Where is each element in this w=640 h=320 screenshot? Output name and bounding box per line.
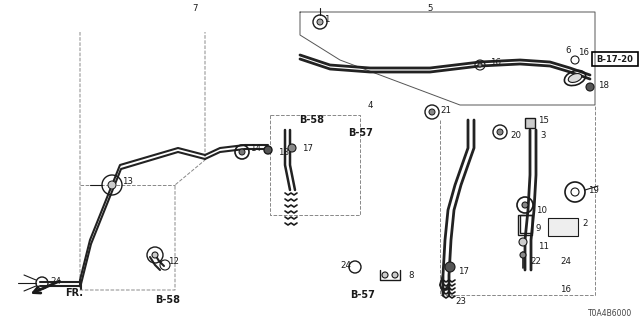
Bar	[525, 118, 535, 128]
Circle shape	[445, 262, 455, 272]
Circle shape	[522, 202, 528, 208]
Bar	[592, 52, 638, 66]
Text: 24: 24	[50, 277, 61, 286]
Ellipse shape	[568, 74, 582, 83]
Text: 7: 7	[192, 4, 198, 12]
Text: 13: 13	[122, 177, 133, 186]
Text: 1: 1	[324, 14, 330, 23]
Text: B-17-20: B-17-20	[596, 54, 634, 63]
Text: 9: 9	[535, 223, 540, 233]
Bar	[548, 218, 578, 236]
Text: B-58: B-58	[155, 295, 180, 305]
Text: B-57: B-57	[350, 290, 375, 300]
Text: 3: 3	[540, 131, 545, 140]
Text: 16: 16	[490, 58, 501, 67]
Text: 4: 4	[368, 100, 374, 109]
Circle shape	[392, 272, 398, 278]
Text: 24: 24	[560, 258, 571, 267]
Circle shape	[317, 19, 323, 25]
Text: 22: 22	[530, 257, 541, 266]
Text: B-58: B-58	[299, 115, 324, 125]
Text: T0A4B6000: T0A4B6000	[588, 308, 632, 317]
Text: FR.: FR.	[65, 288, 83, 298]
Text: 10: 10	[536, 205, 547, 214]
Text: 14: 14	[250, 143, 261, 153]
Text: 18: 18	[278, 148, 289, 156]
Circle shape	[239, 149, 245, 155]
Circle shape	[497, 129, 503, 135]
Text: 12: 12	[168, 258, 179, 267]
Bar	[518, 215, 532, 235]
Bar	[520, 215, 532, 233]
Text: 19: 19	[588, 186, 599, 195]
Text: B-57: B-57	[348, 128, 373, 138]
Text: 5: 5	[428, 4, 433, 12]
Text: 18: 18	[598, 81, 609, 90]
Text: 8: 8	[408, 270, 413, 279]
Circle shape	[429, 109, 435, 115]
Circle shape	[520, 252, 526, 258]
Circle shape	[264, 146, 272, 154]
Circle shape	[382, 272, 388, 278]
Circle shape	[519, 238, 527, 246]
Text: 23: 23	[455, 298, 466, 307]
Circle shape	[288, 144, 296, 152]
Text: 20: 20	[510, 131, 521, 140]
Text: 21: 21	[440, 106, 451, 115]
Text: 11: 11	[538, 242, 549, 251]
Text: 6: 6	[565, 45, 570, 54]
Circle shape	[478, 63, 482, 67]
Circle shape	[586, 83, 594, 91]
Text: 16: 16	[560, 284, 571, 293]
Text: 17: 17	[302, 143, 313, 153]
Circle shape	[152, 252, 158, 258]
Text: 17: 17	[458, 268, 469, 276]
Text: 15: 15	[538, 116, 549, 124]
Circle shape	[108, 181, 116, 189]
Text: 16: 16	[578, 47, 589, 57]
Text: 24: 24	[340, 260, 351, 269]
Text: 2: 2	[582, 219, 588, 228]
